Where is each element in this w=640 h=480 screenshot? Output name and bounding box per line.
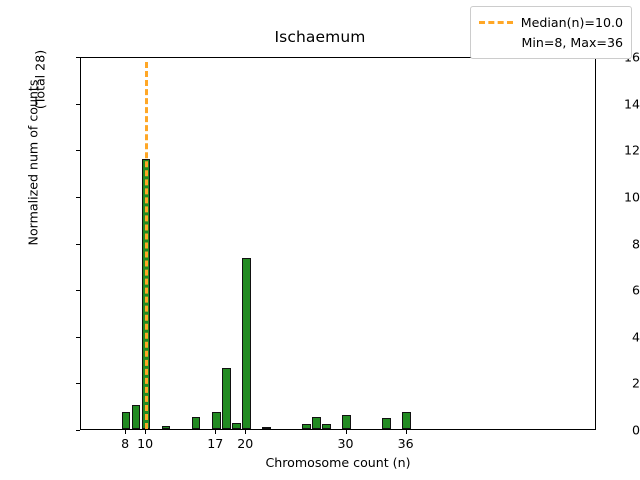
bar [222, 368, 231, 429]
bar [242, 257, 251, 429]
x-tick-mark [245, 430, 247, 434]
bar [302, 424, 311, 429]
y-axis-secondary-label: (Total 28) [32, 49, 48, 110]
x-tick-mark [405, 430, 407, 434]
median-line-swatch-icon [478, 21, 513, 25]
median-line [144, 61, 148, 429]
legend-entry-median: Median(n)=10.0 [478, 13, 623, 33]
bar [232, 423, 241, 429]
legend-median-label: Median(n)=10.0 [520, 15, 623, 30]
y-tick-mark [76, 150, 80, 152]
legend: Median(n)=10.0 Min=8, Max=36 [469, 6, 632, 60]
x-tick-label: 8 [121, 436, 130, 451]
y-tick-label: 8 [631, 236, 640, 251]
bar [121, 411, 131, 429]
y-tick-label: 0 [631, 422, 640, 438]
plot-area [80, 57, 596, 430]
bar [402, 412, 411, 429]
y-tick-label: 10 [623, 189, 640, 205]
y-tick-label: 4 [631, 329, 640, 345]
y-tick-mark [76, 383, 80, 385]
y-tick-mark [76, 196, 80, 198]
x-axis-label: Chromosome count (n) [265, 455, 411, 470]
y-tick-mark [76, 336, 80, 338]
y-tick-label: 12 [623, 142, 640, 158]
bar [382, 418, 391, 429]
x-tick-mark [215, 430, 217, 434]
x-tick-label: 20 [237, 436, 254, 451]
bar [212, 411, 221, 429]
y-tick-mark [76, 430, 80, 431]
y-tick-mark [76, 243, 80, 245]
legend-minmax-label: Min=8, Max=36 [521, 34, 623, 50]
bar [262, 426, 271, 429]
x-tick-mark [145, 430, 147, 434]
y-tick-label: 14 [623, 96, 640, 112]
x-tick-label: 30 [337, 436, 354, 451]
bar [342, 414, 351, 429]
x-tick-label: 10 [137, 436, 154, 451]
y-tick-mark [76, 57, 80, 58]
x-tick-label: 36 [397, 436, 414, 451]
y-tick-label: 6 [631, 282, 640, 298]
y-tick-label: 2 [631, 375, 640, 391]
bar [312, 417, 321, 429]
bar [322, 424, 331, 429]
bar [191, 417, 201, 429]
y-tick-mark [76, 290, 80, 292]
y-tick-mark [76, 103, 80, 105]
bar [161, 426, 171, 429]
x-tick-mark [125, 430, 127, 434]
x-tick-mark [345, 430, 347, 434]
bar [131, 404, 141, 429]
x-tick-label: 17 [207, 436, 224, 451]
chart-title: Ischaemum [274, 28, 366, 46]
